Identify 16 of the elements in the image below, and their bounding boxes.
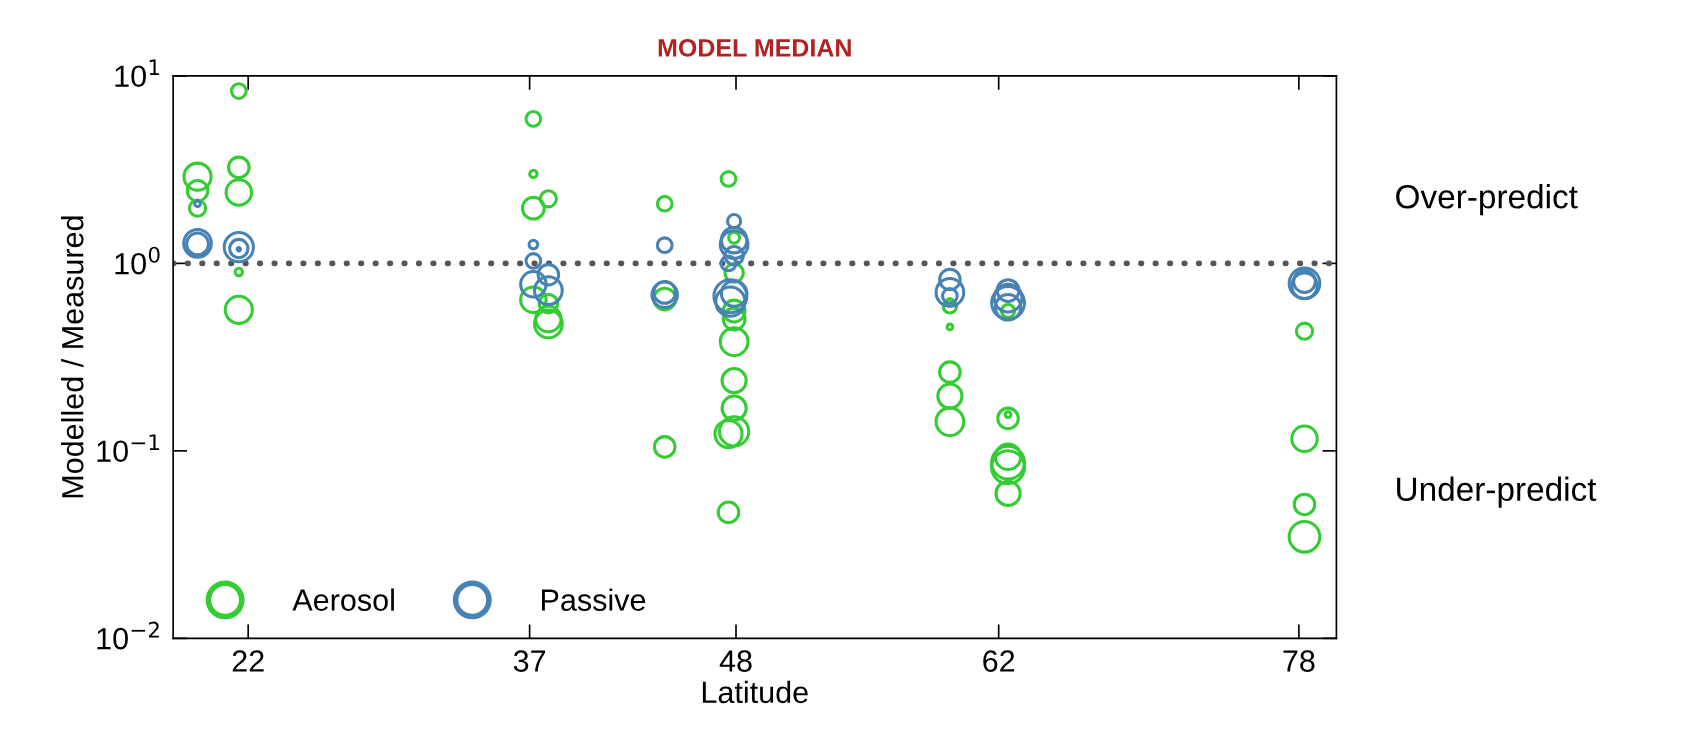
y-tick-label: 10$^{1}$ [115,59,160,88]
x-tick-label: 22 [232,650,264,672]
x-tick-label: 37 [513,650,546,672]
legend-label: Aerosol [292,588,394,611]
text: Over-predict [1396,184,1578,216]
chart-title: MODEL MEDIAN [658,38,851,57]
x-axis-title: Latitude [702,680,808,704]
y-tick-label: 10$^{−1}$ [97,434,159,463]
text: Under-predict [1397,476,1597,508]
y-tick-label: 10$^{−2}$ [97,621,159,650]
y-tick-label: 10$^{0}$ [115,246,160,275]
legend-label: Passive [542,588,646,611]
x-tick-label: 62 [983,650,1015,672]
y-axis-title: Modelled / Measured [61,216,84,498]
x-tick-label: 48 [719,650,752,672]
x-tick-label: 78 [1283,650,1315,672]
